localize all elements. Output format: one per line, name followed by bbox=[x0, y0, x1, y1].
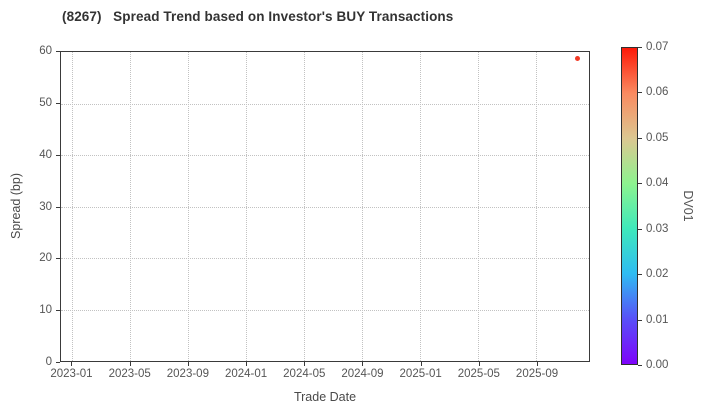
y-tick-label: 0 bbox=[45, 356, 52, 368]
colorbar-tick-label: 0.01 bbox=[646, 313, 669, 326]
colorbar-tick-mark bbox=[638, 92, 642, 94]
colorbar-tick-label: 0.03 bbox=[646, 222, 669, 235]
colorbar-tick-mark bbox=[638, 365, 642, 366]
x-tick-mark bbox=[537, 362, 539, 366]
y-tick-mark bbox=[56, 362, 60, 363]
y-gridline bbox=[61, 103, 589, 105]
x-tick-label: 2024-09 bbox=[341, 368, 384, 380]
y-tick-mark bbox=[56, 258, 60, 260]
chart-title: (8267) Spread Trend based on Investor's … bbox=[62, 9, 454, 24]
colorbar-tick-mark bbox=[638, 47, 642, 48]
colorbar-tick-label: 0.06 bbox=[646, 86, 669, 99]
colorbar-tick-label: 0.02 bbox=[646, 268, 669, 281]
x-tick-mark bbox=[420, 362, 422, 366]
colorbar-gradient bbox=[621, 47, 638, 365]
colorbar-tick-mark bbox=[638, 274, 642, 276]
plot-area bbox=[60, 51, 590, 362]
y-tick-mark bbox=[56, 206, 60, 208]
colorbar-tick-label: 0.07 bbox=[646, 41, 669, 53]
y-gridline bbox=[61, 206, 589, 208]
y-tick-label: 10 bbox=[39, 304, 52, 317]
colorbar-tick-mark bbox=[638, 137, 642, 139]
x-tick-label: 2025-01 bbox=[399, 368, 442, 380]
x-tick-mark bbox=[71, 362, 73, 366]
y-gridline bbox=[61, 258, 589, 259]
colorbar-tick-mark bbox=[638, 228, 642, 230]
x-tick-mark bbox=[246, 362, 248, 366]
x-axis-title: Trade Date bbox=[293, 390, 357, 404]
y-tick-mark bbox=[56, 310, 60, 312]
colorbar-title: DV01 bbox=[681, 190, 695, 222]
x-tick-label: 2025-09 bbox=[515, 368, 559, 380]
x-tick-label: 2024-01 bbox=[224, 368, 268, 380]
y-gridline bbox=[61, 155, 589, 156]
colorbar-tick-label: 0.04 bbox=[646, 177, 669, 190]
y-gridline bbox=[61, 309, 589, 311]
y-tick-label: 60 bbox=[39, 45, 52, 57]
y-tick-label: 50 bbox=[39, 96, 52, 109]
y-tick-mark bbox=[56, 51, 60, 52]
colorbar-tick-label: 0.00 bbox=[646, 359, 669, 371]
x-tick-label: 2023-09 bbox=[166, 368, 209, 380]
y-tick-mark bbox=[56, 102, 60, 104]
x-tick-label: 2023-05 bbox=[108, 368, 151, 380]
y-tick-label: 30 bbox=[39, 200, 52, 213]
x-tick-mark bbox=[362, 362, 364, 366]
colorbar-tick-mark bbox=[638, 319, 642, 321]
colorbar-tick-label: 0.05 bbox=[646, 131, 669, 144]
x-tick-label: 2025-05 bbox=[457, 368, 500, 380]
x-tick-mark bbox=[478, 362, 480, 366]
data-point bbox=[574, 56, 580, 62]
x-tick-mark bbox=[187, 362, 189, 366]
x-tick-label: 2024-05 bbox=[283, 368, 326, 380]
x-tick-mark bbox=[129, 362, 131, 366]
x-tick-label: 2023-01 bbox=[50, 368, 93, 380]
y-tick-mark bbox=[56, 154, 60, 156]
colorbar-tick-mark bbox=[638, 183, 642, 185]
y-tick-label: 20 bbox=[39, 252, 52, 265]
x-tick-mark bbox=[304, 362, 306, 366]
y-tick-label: 40 bbox=[39, 148, 52, 161]
